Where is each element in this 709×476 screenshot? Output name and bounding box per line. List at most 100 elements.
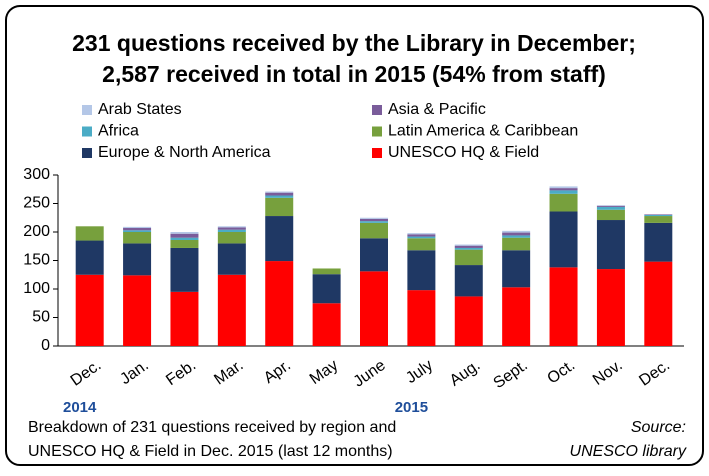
bar-segment (549, 211, 578, 268)
bar-segment (407, 233, 436, 235)
bar-segment (644, 261, 673, 346)
bar-segment (549, 190, 578, 194)
bar-segment (123, 243, 152, 276)
bar-segment (265, 197, 294, 217)
year-label: 2015 (395, 399, 428, 416)
bar-segment (407, 290, 436, 346)
chart-title: 231 questions received by the Library in… (72, 30, 636, 56)
bar-segment (170, 233, 199, 238)
bar-segment (454, 296, 483, 346)
legend-swatch (372, 126, 382, 137)
bar-segment (123, 232, 152, 244)
bar-segment (123, 226, 152, 229)
bar-segment (217, 232, 246, 244)
y-tick-label: 100 (23, 280, 50, 297)
bar-segment (265, 216, 294, 262)
bar-segment (75, 274, 104, 346)
legend-label: Europe & North America (98, 144, 271, 161)
bar-segment (407, 238, 436, 251)
bar-segment (549, 186, 578, 189)
bar-segment (123, 275, 152, 346)
bar-segment (123, 228, 152, 231)
bar-segment (123, 230, 152, 232)
bar-segment (217, 243, 246, 275)
bar-segment (549, 267, 578, 346)
bar-segment (502, 235, 531, 238)
bar-segment (360, 217, 388, 219)
bar-segment (596, 206, 625, 210)
bar-segment (360, 218, 388, 222)
bar-segment (217, 226, 246, 228)
footnote: Breakdown of 231 questions received by r… (28, 419, 396, 436)
bar-segment (596, 209, 625, 221)
bar-segment (265, 192, 294, 196)
bar-segment (502, 230, 531, 233)
legend-swatch (82, 148, 92, 158)
y-tick-label: 150 (23, 252, 50, 269)
bar-segment (644, 222, 673, 262)
y-tick-label: 50 (32, 309, 50, 326)
bar-segment (502, 250, 531, 288)
bar-segment (596, 220, 625, 270)
legend-swatch (372, 148, 382, 158)
bar-segment (170, 232, 199, 234)
bar-segment (360, 221, 388, 223)
footnote: UNESCO HQ & Field in Dec. 2015 (last 12 … (28, 443, 393, 460)
bar-segment (312, 268, 341, 275)
legend-swatch (82, 126, 92, 137)
bar-segment (170, 247, 199, 292)
bar-segment (644, 214, 673, 217)
bar-segment (454, 247, 483, 250)
bar-segment (407, 250, 436, 291)
bar-segment (170, 237, 199, 240)
bar-segment (360, 222, 388, 239)
bar-segment (549, 188, 578, 191)
bar-segment (454, 265, 483, 297)
bar-segment (502, 232, 531, 236)
bar-segment (312, 303, 341, 346)
chart-title: 2,587 received in total in 2015 (54% fro… (102, 61, 606, 87)
bar-segment (75, 226, 104, 241)
bar-segment (549, 193, 578, 212)
source: Source: (631, 419, 686, 436)
legend-label: Latin America & Caribbean (388, 123, 578, 140)
bar-segment (170, 291, 199, 346)
bar-segment (217, 229, 246, 232)
frame (5, 5, 704, 466)
bar-segment (312, 274, 341, 304)
bar-segment (265, 191, 294, 193)
legend-label: UNESCO HQ & Field (388, 144, 539, 161)
bar-segment (407, 236, 436, 239)
bar-segment (502, 237, 531, 251)
legend-label: Asia & Pacific (388, 101, 486, 118)
bar-segment (596, 205, 625, 206)
bar-segment (454, 244, 483, 246)
bar-segment (644, 214, 673, 215)
bar-segment (217, 274, 246, 346)
legend-label: Africa (98, 123, 139, 140)
legend-swatch (372, 105, 382, 115)
bar-segment (407, 234, 436, 237)
bar-segment (217, 227, 246, 230)
y-tick-label: 0 (41, 337, 50, 354)
bar-segment (454, 249, 483, 266)
bar-segment (454, 245, 483, 248)
year-label: 2014 (63, 399, 97, 416)
bar-segment (644, 216, 673, 223)
bar-segment (360, 271, 388, 346)
legend-swatch (82, 105, 92, 115)
bar-segment (360, 238, 388, 272)
y-tick-label: 250 (23, 195, 50, 212)
bar-segment (502, 287, 531, 346)
source: UNESCO library (570, 443, 687, 460)
bar-segment (596, 269, 625, 346)
legend-label: Arab States (98, 101, 182, 118)
bar-segment (170, 239, 199, 248)
bar-segment (75, 240, 104, 275)
bar-segment (265, 261, 294, 346)
bar-segment (265, 195, 294, 198)
y-tick-label: 200 (23, 223, 50, 240)
bar-segment (596, 205, 625, 207)
y-tick-label: 300 (23, 166, 50, 183)
